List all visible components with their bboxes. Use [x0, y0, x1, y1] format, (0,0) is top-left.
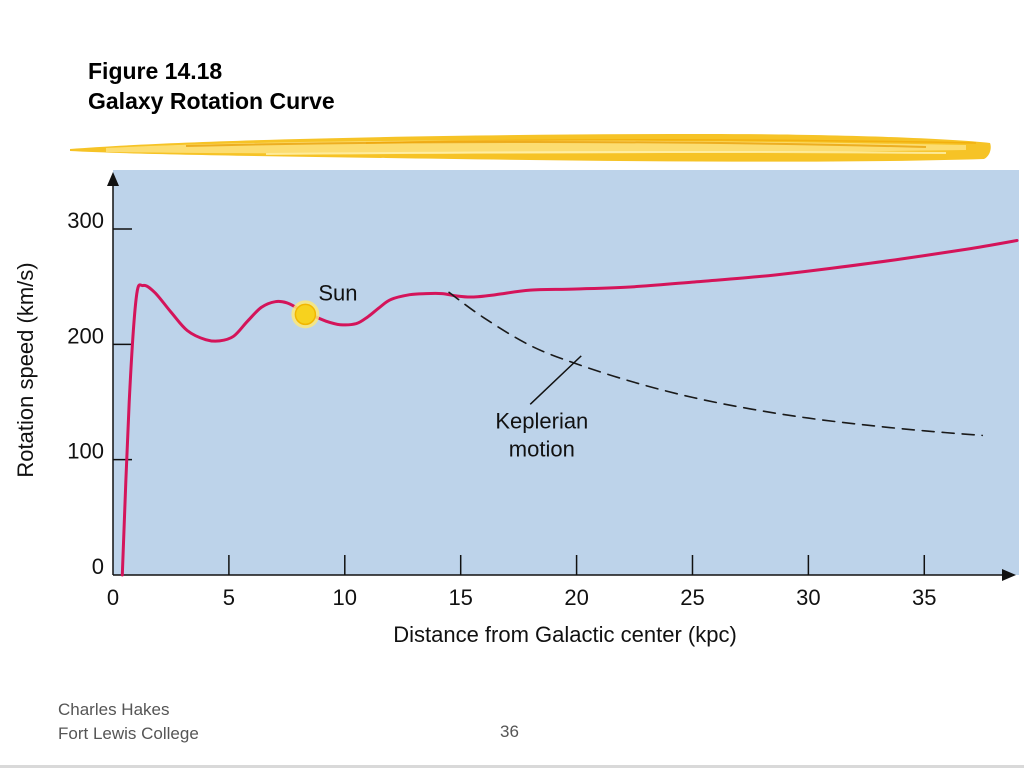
y-axis-arrow	[107, 172, 119, 186]
page-title: Figure 14.18 Galaxy Rotation Curve	[88, 56, 335, 116]
x-tick-label-30: 30	[796, 585, 820, 610]
x-tick-label-25: 25	[680, 585, 704, 610]
keplerian-label-pointer	[529, 355, 582, 405]
footer-credit: Charles Hakes Fort Lewis College	[58, 698, 199, 746]
y-tick-label-300: 300	[67, 208, 104, 233]
x-tick-label-0: 0	[107, 585, 119, 610]
title-line-figure-number: Figure 14.18	[88, 58, 223, 84]
page-number: 36	[500, 722, 519, 741]
rotation-curve-chart: 0 5 10 15 20 25 30 35 0 100 200 300 Sun Keplerian mot…	[13, 170, 1019, 647]
sun-marker	[294, 303, 317, 326]
plot-background	[113, 170, 1019, 575]
sun-label: Sun	[318, 280, 357, 305]
x-tick-label-15: 15	[448, 585, 472, 610]
y-axis-label: Rotation speed (km/s)	[13, 262, 38, 477]
bottom-divider	[0, 765, 1024, 768]
y-tick-label-100: 100	[67, 439, 104, 464]
x-tick-label-10: 10	[333, 585, 357, 610]
keplerian-label-line1: Keplerian	[495, 409, 588, 434]
x-tick-label-20: 20	[564, 585, 588, 610]
rotation-speed-curve	[120, 239, 1019, 577]
brush-stroke-divider	[70, 134, 991, 162]
y-tick-label-0: 0	[92, 554, 104, 579]
x-tick-label-35: 35	[912, 585, 936, 610]
footer-author: Charles Hakes	[58, 700, 170, 719]
keplerian-motion-curve	[448, 291, 983, 437]
keplerian-label-line2: motion	[509, 437, 575, 462]
x-axis-arrow	[1002, 569, 1016, 581]
x-tick-label-5: 5	[223, 585, 235, 610]
footer-institution: Fort Lewis College	[58, 724, 199, 743]
title-line-caption: Galaxy Rotation Curve	[88, 88, 335, 114]
y-tick-label-200: 200	[67, 323, 104, 348]
x-axis-label: Distance from Galactic center (kpc)	[393, 622, 737, 647]
